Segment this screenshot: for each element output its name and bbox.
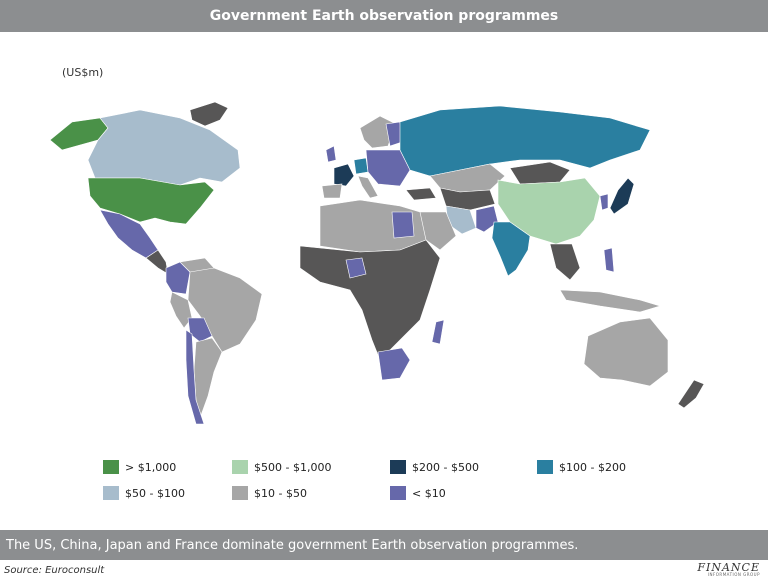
- region-spain: [321, 183, 343, 199]
- region-peru: [169, 291, 193, 329]
- legend-label: < $10: [412, 486, 446, 500]
- units-label: (US$m): [62, 66, 104, 79]
- legend-swatch: [103, 486, 119, 500]
- region-nigeria: [345, 257, 367, 279]
- legend-item-gt1000: > $1,000: [103, 460, 176, 474]
- legend-label: $100 - $200: [559, 460, 626, 474]
- region-mongolia: [509, 161, 571, 185]
- chart-title: Government Earth observation programmes: [0, 0, 768, 32]
- region-uk: [325, 145, 337, 163]
- region-egypt: [391, 211, 415, 239]
- world-map: [49, 101, 705, 425]
- region-canada: [87, 109, 241, 186]
- legend-label: $200 - $500: [412, 460, 479, 474]
- logo-subtext: INFORMATION GROUP: [707, 572, 760, 577]
- legend-item-200-500: $200 - $500: [390, 460, 479, 474]
- region-korea: [599, 193, 609, 211]
- region-germany: [353, 157, 369, 175]
- legend-label: > $1,000: [125, 460, 177, 474]
- region-central-africa: [299, 239, 441, 361]
- region-usa: [87, 177, 215, 225]
- region-france: [333, 163, 355, 187]
- region-india: [491, 221, 531, 277]
- region-greenland: [189, 101, 229, 127]
- legend-item-500-1000: $500 - $1,000: [232, 460, 331, 474]
- region-russia: [399, 105, 651, 177]
- region-china: [497, 177, 601, 245]
- legend-swatch: [537, 460, 553, 474]
- logo-text: FINANCE: [697, 561, 760, 574]
- legend-item-lt10: < $10: [390, 486, 446, 500]
- legend-swatch: [103, 460, 119, 474]
- region-bolivia: [187, 317, 213, 343]
- region-brazil: [187, 267, 263, 353]
- legend-swatch: [232, 460, 248, 474]
- region-chile: [185, 329, 205, 425]
- legend-label: $500 - $1,000: [254, 460, 332, 474]
- region-philippines: [603, 247, 615, 273]
- legend-item-50-100: $50 - $100: [103, 486, 185, 500]
- region-italy: [357, 175, 379, 199]
- legend-swatch: [390, 460, 406, 474]
- region-australia: [583, 317, 669, 387]
- legend: > $1,000 $500 - $1,000 $200 - $500 $100 …: [0, 452, 768, 512]
- legend-label: $10 - $50: [254, 486, 307, 500]
- source-note: Source: Euroconsult: [4, 565, 105, 576]
- region-madagascar: [431, 319, 445, 345]
- region-indonesia: [559, 289, 662, 313]
- legend-item-10-50: $10 - $50: [232, 486, 307, 500]
- legend-label: $50 - $100: [125, 486, 185, 500]
- caption: The US, China, Japan and France dominate…: [0, 530, 768, 560]
- region-southeast-asia: [549, 243, 581, 281]
- region-south-africa: [377, 347, 411, 381]
- region-turkey: [405, 187, 437, 201]
- legend-item-100-200: $100 - $200: [537, 460, 626, 474]
- legend-swatch: [232, 486, 248, 500]
- legend-swatch: [390, 486, 406, 500]
- region-new-zealand: [677, 379, 705, 409]
- publisher-logo: FINANCE INFORMATION GROUP: [697, 562, 760, 577]
- region-pakistan: [475, 205, 499, 233]
- region-japan: [609, 177, 635, 215]
